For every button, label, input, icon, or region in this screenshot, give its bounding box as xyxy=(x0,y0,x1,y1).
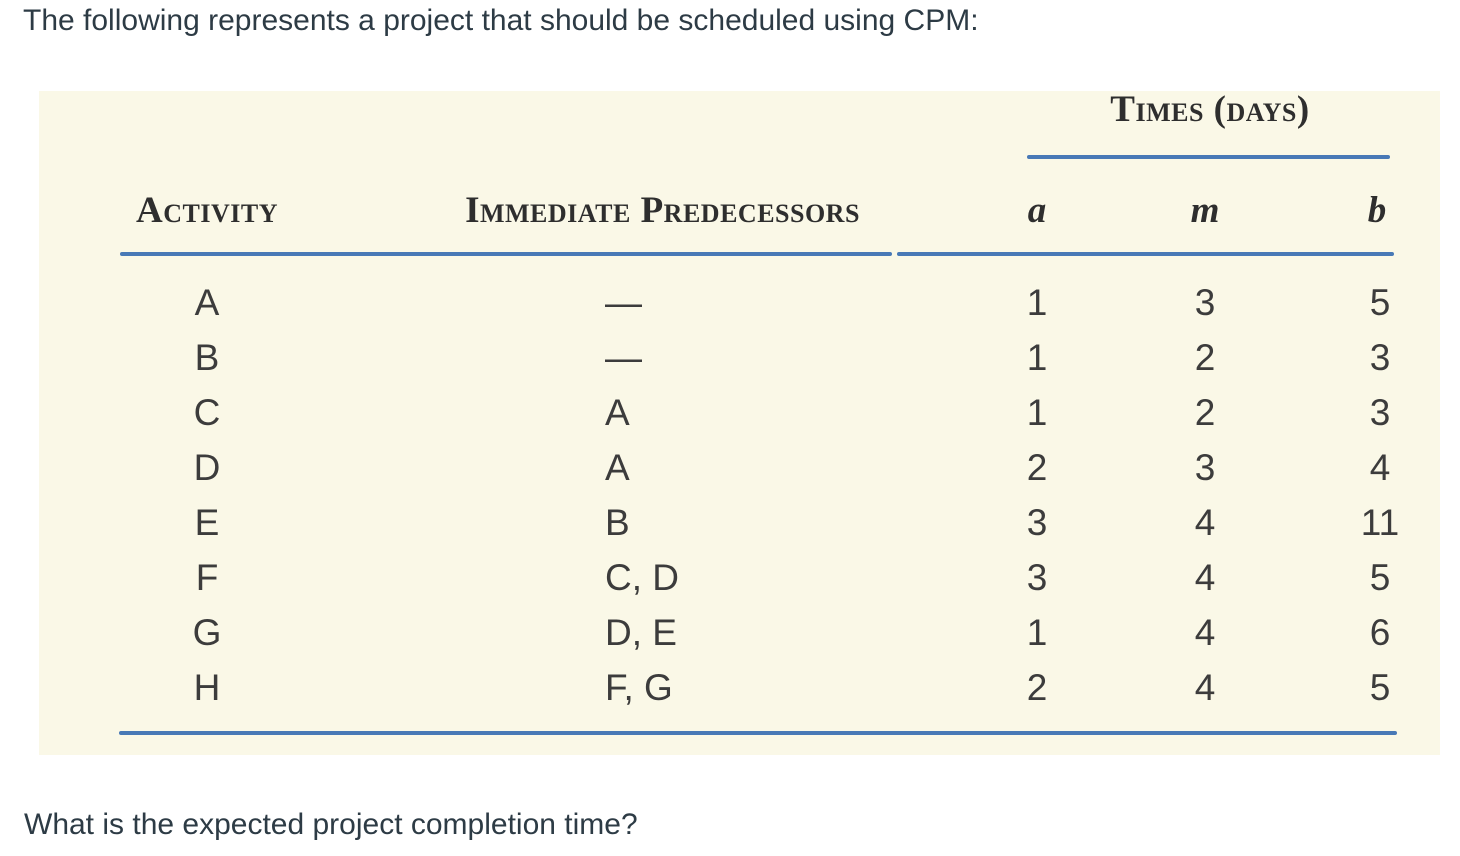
predecessors-cell: B xyxy=(605,502,630,543)
time-m-cell: 4 xyxy=(1194,502,1216,543)
predecessors-cell: C, D xyxy=(605,557,679,598)
time-b-cell: 3 xyxy=(1369,392,1391,433)
time-a-cell: 1 xyxy=(1026,337,1048,378)
time-b-cell: 5 xyxy=(1369,282,1391,323)
time-a-cell: 2 xyxy=(1026,667,1048,708)
predecessors-cell: — xyxy=(605,337,642,378)
table-header-row: Activity Immediate Predecessors a m b xyxy=(39,189,1440,233)
table-row: F C, D 3 4 5 xyxy=(39,550,1440,605)
time-m-cell: 2 xyxy=(1194,392,1216,433)
time-m-cell: 3 xyxy=(1194,282,1216,323)
cpm-activity-table: Times (days) Activity Immediate Predeces… xyxy=(39,89,1440,755)
intro-text: The following represents a project that … xyxy=(23,4,979,37)
time-b-cell: 4 xyxy=(1369,447,1391,488)
column-header-b: b xyxy=(1367,190,1387,231)
table-row: C A 1 2 3 xyxy=(39,385,1440,440)
time-b-cell: 11 xyxy=(1360,502,1400,543)
table-row: D A 2 3 4 xyxy=(39,440,1440,495)
column-header-m: m xyxy=(1190,190,1220,231)
table-row: H F, G 2 4 5 xyxy=(39,660,1440,715)
time-b-cell: 5 xyxy=(1369,667,1391,708)
activity-cell: D xyxy=(193,447,221,488)
time-m-cell: 4 xyxy=(1194,667,1216,708)
activity-cell: H xyxy=(193,667,221,708)
time-a-cell: 2 xyxy=(1026,447,1048,488)
time-a-cell: 1 xyxy=(1026,282,1048,323)
header-rule-left-segment xyxy=(120,252,892,256)
table-row: G D, E 1 4 6 xyxy=(39,605,1440,660)
activity-cell: F xyxy=(195,557,219,598)
time-a-cell: 3 xyxy=(1026,502,1048,543)
time-m-cell: 4 xyxy=(1194,557,1216,598)
column-header-activity: Activity xyxy=(136,190,278,231)
table-row: B — 1 2 3 xyxy=(39,330,1440,385)
time-m-cell: 2 xyxy=(1194,337,1216,378)
column-header-immediate-predecessors: Immediate Predecessors xyxy=(465,190,860,231)
time-m-cell: 4 xyxy=(1194,612,1216,653)
table-row: A — 1 3 5 xyxy=(39,275,1440,330)
column-header-a: a xyxy=(1027,190,1047,231)
table-bottom-rule xyxy=(119,731,1397,735)
predecessors-cell: — xyxy=(605,282,642,323)
time-b-cell: 5 xyxy=(1369,557,1391,598)
predecessors-cell: A xyxy=(605,392,630,433)
table-row: E B 3 4 11 xyxy=(39,495,1440,550)
question-text: What is the expected project completion … xyxy=(24,808,638,841)
time-b-cell: 6 xyxy=(1369,612,1391,653)
predecessors-cell: D, E xyxy=(605,612,677,653)
time-a-cell: 3 xyxy=(1026,557,1048,598)
time-m-cell: 3 xyxy=(1194,447,1216,488)
activity-cell: G xyxy=(192,612,222,653)
activity-cell: B xyxy=(194,337,220,378)
time-a-cell: 1 xyxy=(1026,612,1048,653)
activity-cell: A xyxy=(194,282,220,323)
times-header-rule xyxy=(1027,155,1390,159)
table-body: A — 1 3 5 B — 1 2 3 C A 1 2 3 D A 2 3 4 xyxy=(39,275,1440,715)
activity-cell: C xyxy=(193,392,221,433)
predecessors-cell: F, G xyxy=(605,667,673,708)
activity-cell: E xyxy=(194,502,220,543)
time-a-cell: 1 xyxy=(1026,392,1048,433)
header-rule-right-segment xyxy=(897,252,1394,256)
time-b-cell: 3 xyxy=(1369,337,1391,378)
times-days-group-header: Times (days) xyxy=(1110,89,1310,130)
predecessors-cell: A xyxy=(605,447,630,488)
